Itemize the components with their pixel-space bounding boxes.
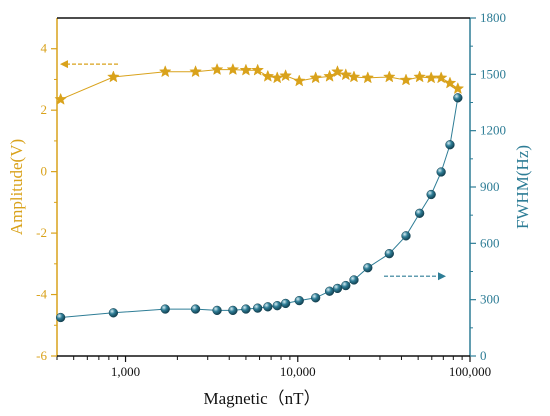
fwhm-sphere-point xyxy=(160,304,170,314)
amplitude-star-point xyxy=(309,71,323,84)
right-y-tick-label: 1800 xyxy=(480,10,506,25)
left-y-axis-label: Amplitude(V) xyxy=(7,139,26,235)
amplitude-star-point xyxy=(424,71,438,84)
fwhm-sphere-point xyxy=(212,305,222,316)
right-y-tick-label: 0 xyxy=(480,348,487,363)
fwhm-sphere-point xyxy=(241,304,251,314)
amplitude-star-point xyxy=(451,81,465,95)
fwhm-sphere-point xyxy=(55,312,66,323)
amplitude-star-point xyxy=(270,71,284,84)
fwhm-sphere-point xyxy=(453,93,463,103)
left-arrow-head-icon xyxy=(60,60,68,69)
fwhm-sphere-point xyxy=(426,189,436,200)
right-y-tick-label: 1500 xyxy=(480,66,506,81)
amplitude-star-point xyxy=(189,65,202,78)
x-axis-label: Magnetic（nT） xyxy=(203,389,320,408)
fwhm-sphere-point xyxy=(332,283,343,294)
amplitude-star-point xyxy=(399,73,413,86)
amplitude-star-point xyxy=(210,62,224,76)
right-y-tick-label: 600 xyxy=(480,235,500,250)
amplitude-star-point xyxy=(361,71,375,84)
fwhm-sphere-point xyxy=(310,293,321,303)
fwhm-sphere-point xyxy=(384,249,394,259)
right-y-tick-label: 900 xyxy=(480,179,500,194)
fwhm-sphere-point xyxy=(190,304,201,314)
right-arrow-head-icon xyxy=(438,272,446,281)
fwhm-sphere-point xyxy=(445,140,455,150)
amplitude-star-point xyxy=(226,62,240,76)
fwhm-sphere-point xyxy=(363,263,373,273)
fwhm-sphere-point xyxy=(272,301,282,311)
amplitude-star-point xyxy=(279,69,292,82)
amplitude-star-point xyxy=(251,63,265,76)
fwhm-sphere-point xyxy=(414,208,425,218)
fwhm-sphere-point xyxy=(349,275,359,285)
amplitude-star-point xyxy=(323,69,336,82)
right-series-line xyxy=(60,97,459,318)
left-y-tick-label: 4 xyxy=(41,41,48,56)
amplitude-star-point xyxy=(413,70,426,83)
right-y-tick-label: 1200 xyxy=(480,123,506,138)
amplitude-star-point xyxy=(261,69,275,82)
fwhm-sphere-point xyxy=(228,305,238,316)
fwhm-sphere-point xyxy=(324,286,335,296)
left-y-tick-label: 2 xyxy=(41,102,48,117)
amplitude-star-point xyxy=(107,70,120,83)
fwhm-sphere-point xyxy=(253,303,263,313)
fwhm-sphere-point xyxy=(436,167,446,177)
amplitude-star-point xyxy=(434,71,448,84)
fwhm-sphere-point xyxy=(341,280,351,291)
left-y-tick-label: -6 xyxy=(36,348,47,363)
amplitude-star-point xyxy=(339,68,353,81)
x-tick-label: 10,000 xyxy=(280,364,316,379)
x-tick-label: 1,000 xyxy=(111,364,140,379)
fwhm-sphere-point xyxy=(108,308,119,318)
amplitude-star-point xyxy=(292,74,306,87)
amplitude-star-point xyxy=(331,65,344,78)
amplitude-star-point xyxy=(239,63,253,76)
fwhm-sphere-point xyxy=(401,231,411,241)
left-y-tick-label: -2 xyxy=(36,225,47,240)
amplitude-star-point xyxy=(443,76,457,89)
left-y-tick-label: 0 xyxy=(41,164,48,179)
left-y-tick-label: -4 xyxy=(36,287,47,302)
fwhm-sphere-point xyxy=(294,295,304,306)
amplitude-star-point xyxy=(54,92,68,105)
amplitude-star-point xyxy=(347,70,361,83)
right-y-axis-label: FWHM(Hz) xyxy=(513,145,532,229)
amplitude-star-point xyxy=(158,65,172,78)
fwhm-sphere-point xyxy=(280,298,291,309)
right-y-tick-label: 300 xyxy=(480,292,500,307)
fwhm-sphere-point xyxy=(263,302,273,312)
amplitude-star-point xyxy=(382,70,396,83)
x-tick-label: 100,000 xyxy=(449,364,491,379)
